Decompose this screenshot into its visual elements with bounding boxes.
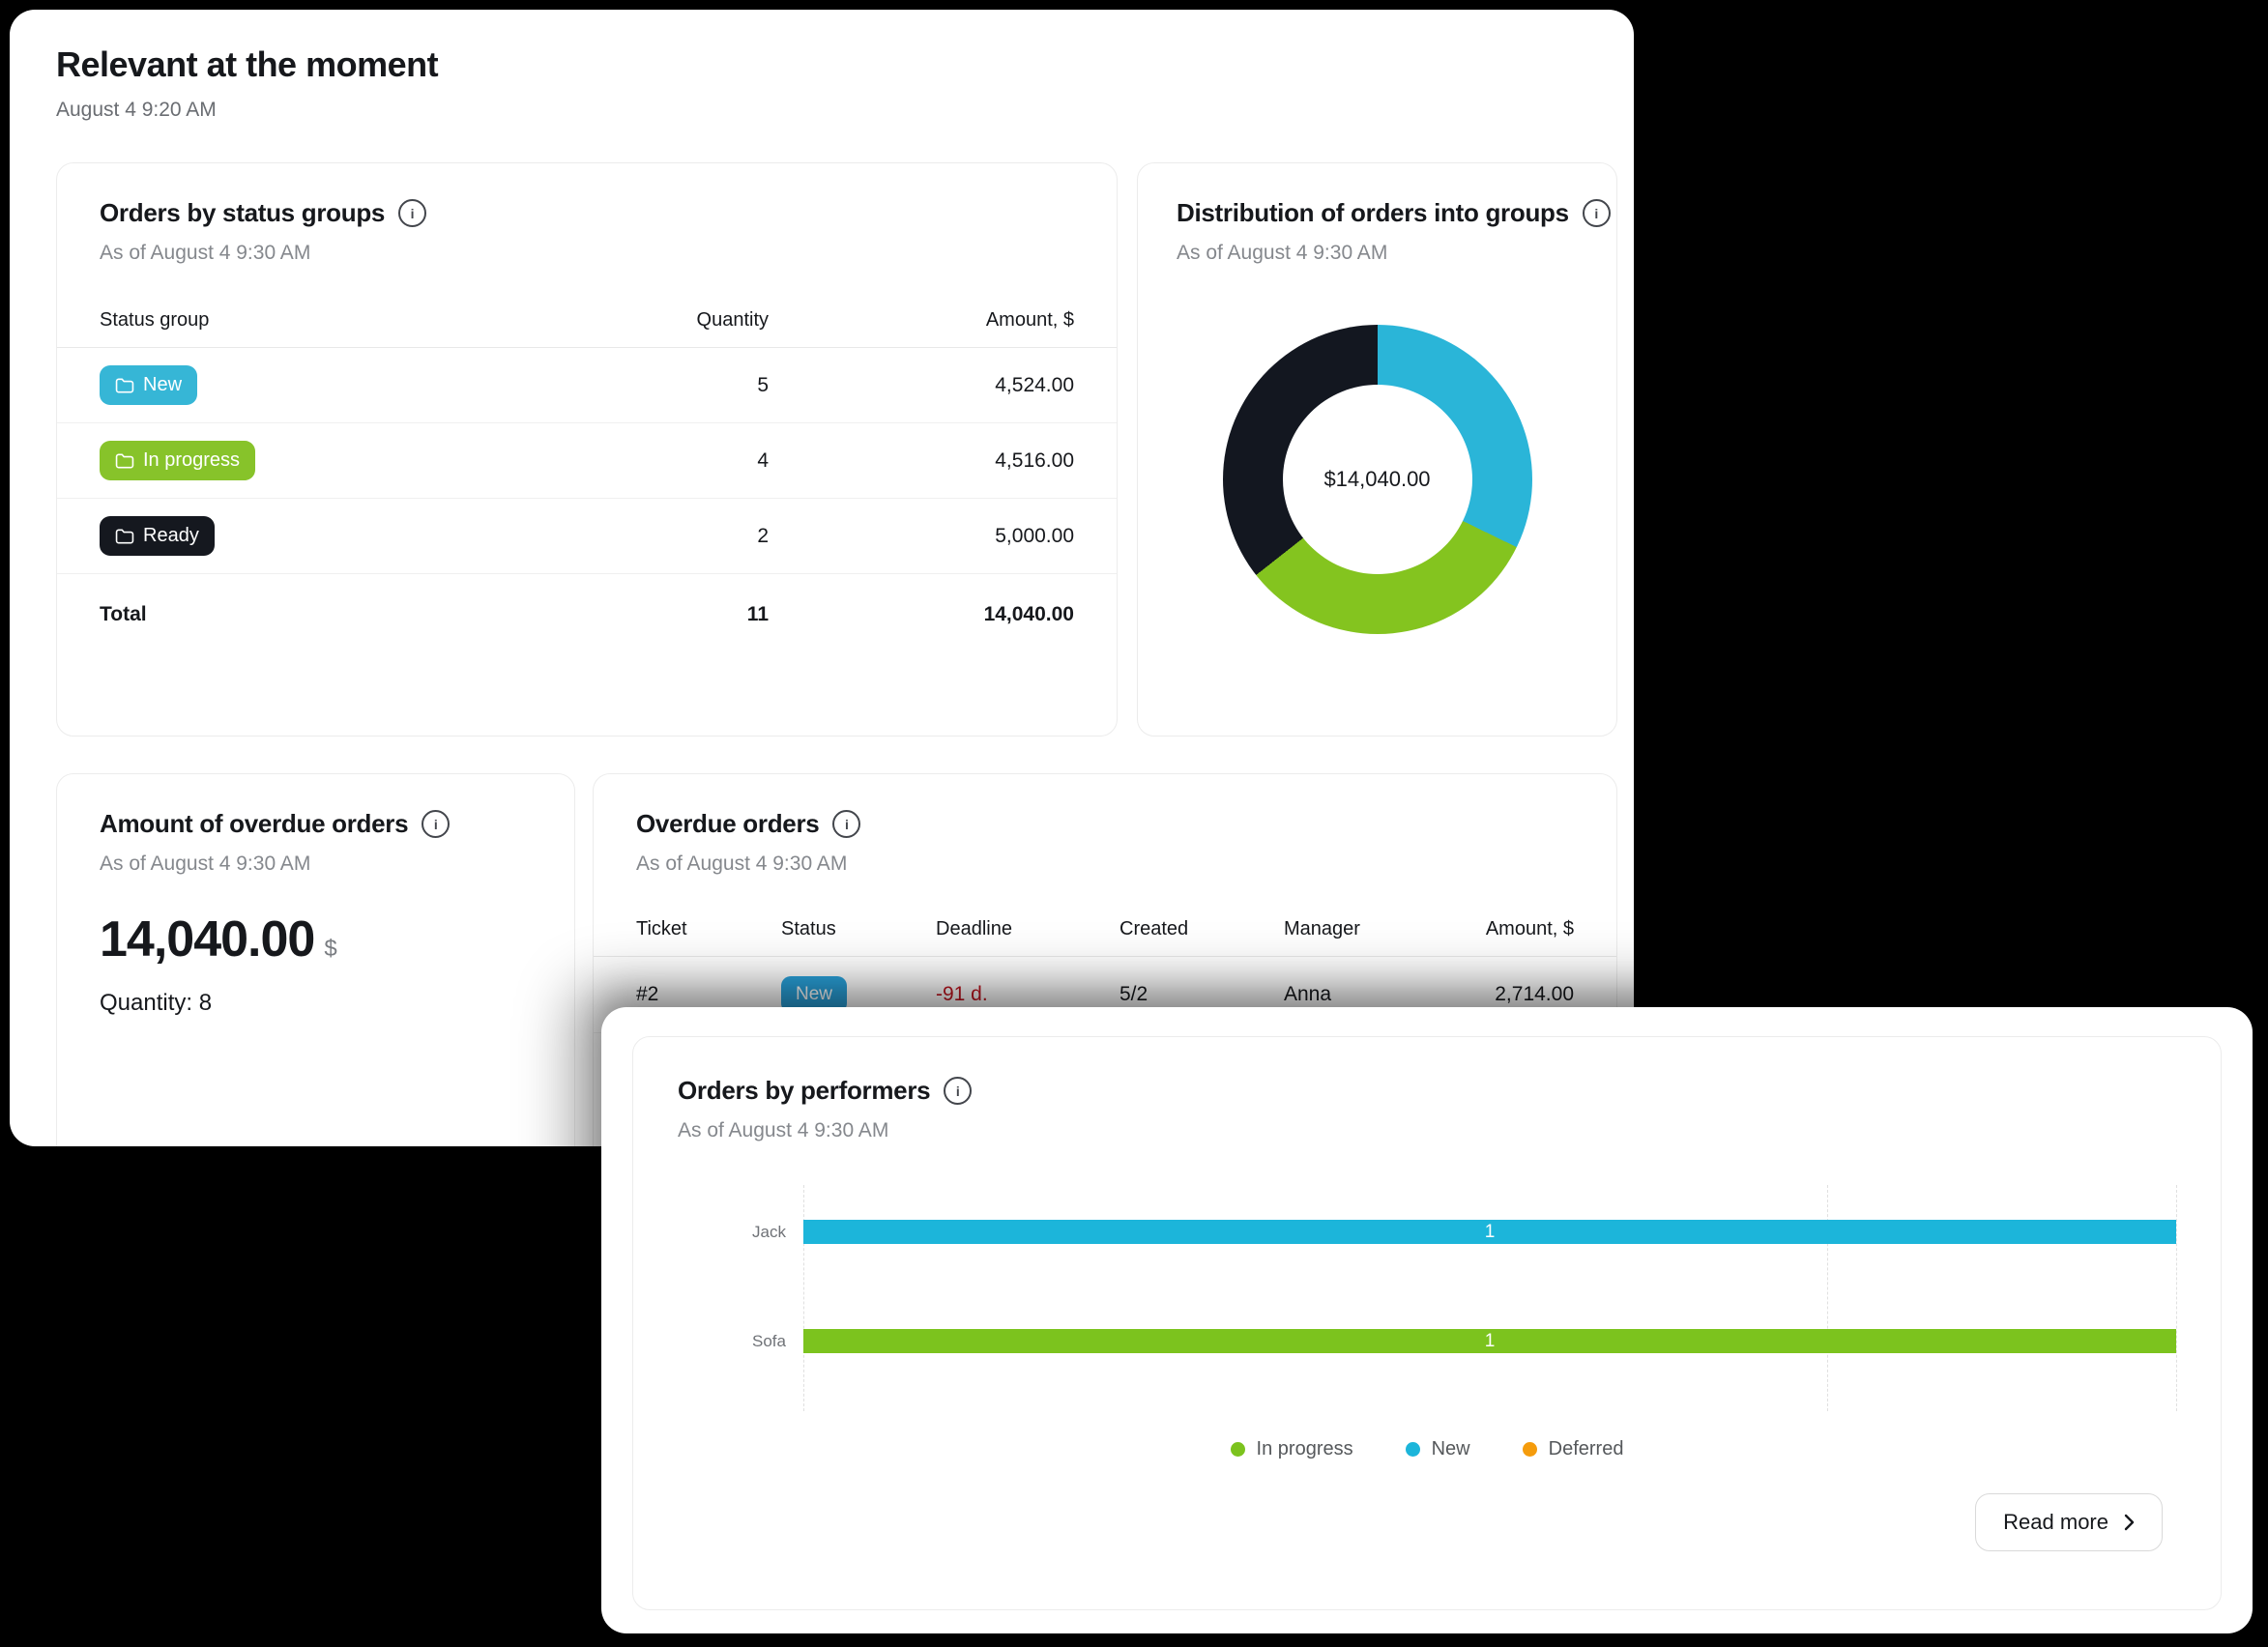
amount-value: 5,000.00 bbox=[995, 524, 1074, 547]
table-row: Ready 2 5,000.00 bbox=[57, 499, 1117, 574]
donut-chart: $14,040.00 bbox=[1222, 325, 1532, 634]
chevron-right-icon bbox=[2124, 1514, 2135, 1531]
as-of-timestamp: As of August 4 9:30 AM bbox=[636, 852, 848, 875]
status-badge: New bbox=[781, 976, 848, 1013]
bar-sofa[interactable]: 1 bbox=[803, 1329, 2176, 1353]
orders-by-status-card: Orders by status groups i As of August 4… bbox=[56, 162, 1118, 737]
folder-icon bbox=[115, 453, 134, 468]
table-row: New 5 4,524.00 bbox=[57, 348, 1117, 423]
card-title: Orders by status groups bbox=[100, 198, 386, 227]
chart-legend: In progress New Deferred bbox=[678, 1438, 2176, 1460]
overdue-quantity: Quantity: 8 bbox=[100, 990, 213, 1016]
column-header: Status bbox=[781, 918, 836, 939]
table-total-row: Total 11 14,040.00 bbox=[57, 574, 1117, 655]
folder-icon bbox=[115, 378, 134, 392]
column-header: Quantity bbox=[696, 309, 769, 331]
card-title: Distribution of orders into groups bbox=[1177, 198, 1569, 227]
total-amount: 14,040.00 bbox=[983, 603, 1074, 625]
status-badge: New bbox=[100, 365, 198, 405]
donut-center: $14,040.00 bbox=[1282, 385, 1472, 574]
column-header: Amount, $ bbox=[985, 309, 1074, 331]
amount-overdue-card: Amount of overdue orders i As of August … bbox=[56, 773, 575, 1146]
amount-value: 4,524.00 bbox=[995, 373, 1074, 396]
column-header: Manager bbox=[1284, 918, 1360, 939]
deadline-cell: -91 d. bbox=[936, 983, 988, 1005]
performers-window: Orders by performers i As of August 4 9:… bbox=[601, 1007, 2253, 1633]
quantity-value: 5 bbox=[757, 373, 769, 396]
as-of-timestamp: As of August 4 9:30 AM bbox=[100, 242, 311, 264]
donut-center-label: $14,040.00 bbox=[1323, 467, 1431, 491]
read-more-button[interactable]: Read more bbox=[1975, 1493, 2163, 1551]
legend-item: In progress bbox=[1230, 1438, 1353, 1460]
info-icon[interactable]: i bbox=[832, 810, 861, 838]
dashboard-window: Relevant at the moment August 4 9:20 AM … bbox=[10, 10, 1634, 1146]
quantity-value: 4 bbox=[757, 448, 769, 472]
plot-area: 1 1 bbox=[803, 1185, 2177, 1411]
folder-icon bbox=[115, 529, 134, 543]
amount-cell: 2,714.00 bbox=[1495, 983, 1574, 1005]
page-timestamp: August 4 9:20 AM bbox=[56, 99, 217, 121]
total-quantity: 11 bbox=[746, 603, 769, 625]
created-cell: 5/2 bbox=[1119, 983, 1149, 1005]
order-row[interactable]: #2 New -91 d. 5/2 Anna 2,714.00 bbox=[594, 957, 1616, 1033]
legend-item: Deferred bbox=[1522, 1438, 1623, 1460]
as-of-timestamp: As of August 4 9:30 AM bbox=[678, 1119, 889, 1141]
card-title: Orders by performers bbox=[678, 1076, 931, 1105]
status-badge: In progress bbox=[100, 441, 256, 480]
card-title: Amount of overdue orders bbox=[100, 809, 409, 838]
overdue-amount-value: 14,040.00 $ bbox=[100, 911, 337, 968]
gridline bbox=[2176, 1185, 2177, 1411]
bar-value-label: 1 bbox=[1484, 1330, 1496, 1351]
category-label: Jack bbox=[752, 1223, 786, 1241]
table-header: Status group Quantity Amount, $ bbox=[57, 309, 1117, 348]
info-icon[interactable]: i bbox=[422, 810, 451, 838]
category-label: Sofa bbox=[752, 1332, 786, 1350]
legend-dot bbox=[1230, 1442, 1245, 1457]
as-of-timestamp: As of August 4 9:30 AM bbox=[100, 852, 311, 875]
distribution-card: Distribution of orders into groups i As … bbox=[1137, 162, 1617, 737]
info-icon[interactable]: i bbox=[1582, 199, 1611, 227]
legend-dot bbox=[1405, 1442, 1420, 1457]
page-title: Relevant at the moment bbox=[56, 44, 439, 84]
ticket-cell: #2 bbox=[636, 983, 659, 1005]
gridline bbox=[803, 1185, 804, 1411]
as-of-timestamp: As of August 4 9:30 AM bbox=[1177, 242, 1388, 264]
amount-value: 4,516.00 bbox=[995, 448, 1074, 472]
bar-value-label: 1 bbox=[1484, 1221, 1496, 1242]
info-icon[interactable]: i bbox=[398, 199, 427, 227]
column-header: Amount, $ bbox=[1485, 918, 1574, 939]
table-header: Ticket Status Deadline Created Manager A… bbox=[594, 918, 1616, 957]
column-header: Status group bbox=[100, 309, 210, 331]
performers-bar-chart: Jack Sofa 1 1 bbox=[678, 1185, 2177, 1411]
status-badge: Ready bbox=[100, 516, 215, 556]
quantity-value: 2 bbox=[757, 524, 769, 547]
column-header: Deadline bbox=[936, 918, 1012, 939]
gridline bbox=[1827, 1185, 1829, 1411]
info-icon[interactable]: i bbox=[944, 1077, 973, 1105]
card-title: Overdue orders bbox=[636, 809, 820, 838]
manager-cell: Anna bbox=[1284, 983, 1332, 1005]
legend-item: New bbox=[1405, 1438, 1470, 1460]
column-header: Ticket bbox=[636, 918, 687, 939]
total-label: Total bbox=[100, 603, 147, 625]
orders-by-performers-card: Orders by performers i As of August 4 9:… bbox=[632, 1036, 2222, 1610]
currency-symbol: $ bbox=[324, 936, 336, 962]
bar-jack[interactable]: 1 bbox=[803, 1220, 2176, 1244]
table-row: In progress 4 4,516.00 bbox=[57, 423, 1117, 499]
legend-dot bbox=[1522, 1442, 1537, 1457]
column-header: Created bbox=[1119, 918, 1189, 939]
